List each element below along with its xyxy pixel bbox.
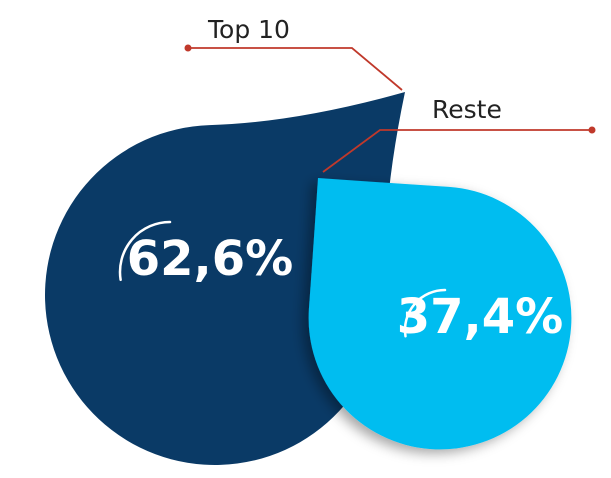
leader-dot — [588, 126, 596, 134]
category-label: Top 10 — [207, 15, 290, 44]
value-label: 37,4% — [397, 289, 564, 345]
leader-line — [188, 47, 403, 91]
drop — [308, 178, 572, 450]
label-arc — [118, 220, 172, 282]
leader-dot — [184, 44, 192, 52]
leader-line — [322, 129, 592, 173]
label-arc — [403, 288, 447, 338]
drop — [44, 92, 405, 465]
category-label: Reste — [432, 95, 502, 124]
value-label: 62,6% — [127, 231, 294, 287]
